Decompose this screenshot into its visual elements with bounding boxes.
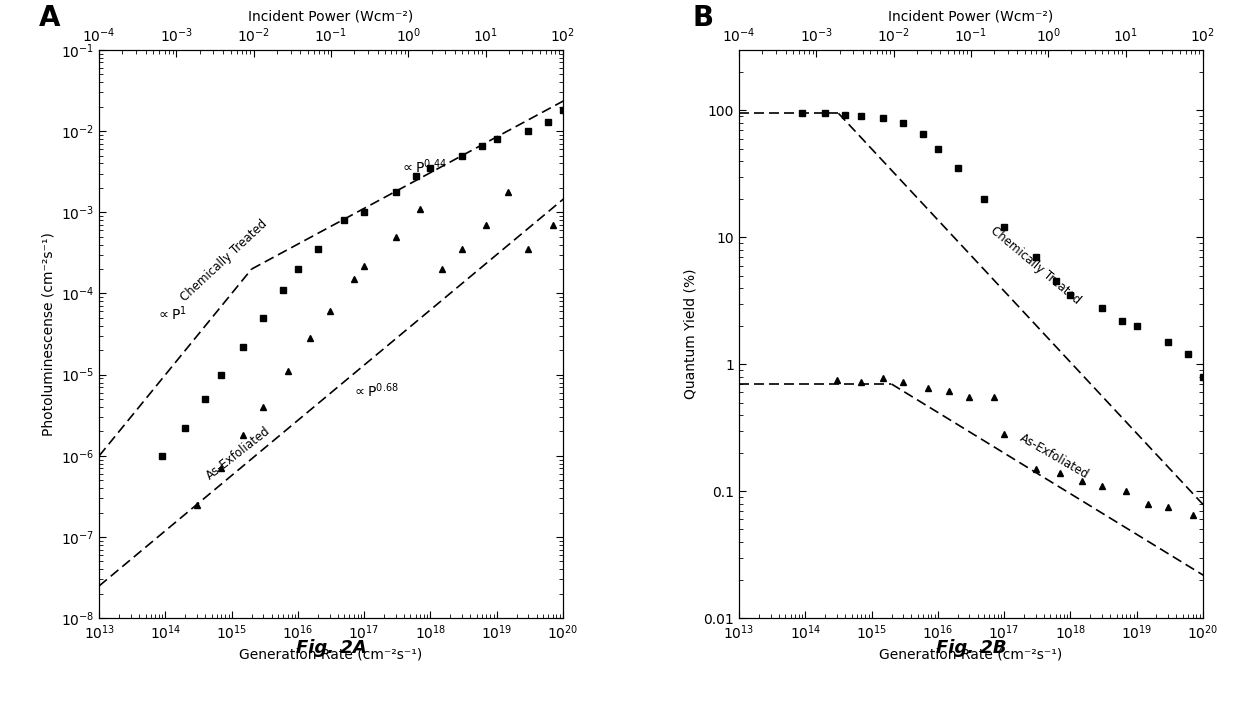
Text: B: B [693,4,714,33]
X-axis label: Incident Power (Wcm⁻²): Incident Power (Wcm⁻²) [248,10,414,24]
Text: Chemically Treated: Chemically Treated [988,225,1084,307]
X-axis label: Incident Power (Wcm⁻²): Incident Power (Wcm⁻²) [888,10,1054,24]
X-axis label: Generation Rate (cm⁻²s⁻¹): Generation Rate (cm⁻²s⁻¹) [879,647,1063,661]
Text: As-Exfoliated: As-Exfoliated [203,424,273,483]
Text: $\propto P^{0.68}$: $\propto P^{0.68}$ [352,381,398,400]
Text: As-Exfoliated: As-Exfoliated [1018,431,1091,481]
Y-axis label: Quantum Yield (%): Quantum Yield (%) [684,269,698,399]
Text: Fig. 2B: Fig. 2B [936,639,1007,657]
Text: Chemically Treated: Chemically Treated [179,217,270,304]
Text: $\propto P^1$: $\propto P^1$ [155,305,186,324]
Text: Fig. 2A: Fig. 2A [295,639,367,657]
X-axis label: Generation Rate (cm⁻²s⁻¹): Generation Rate (cm⁻²s⁻¹) [239,647,423,661]
Y-axis label: Photoluminescense (cm⁻²s⁻¹): Photoluminescense (cm⁻²s⁻¹) [41,232,56,436]
Text: $\propto P^{0.44}$: $\propto P^{0.44}$ [401,157,448,175]
Text: A: A [38,4,61,33]
